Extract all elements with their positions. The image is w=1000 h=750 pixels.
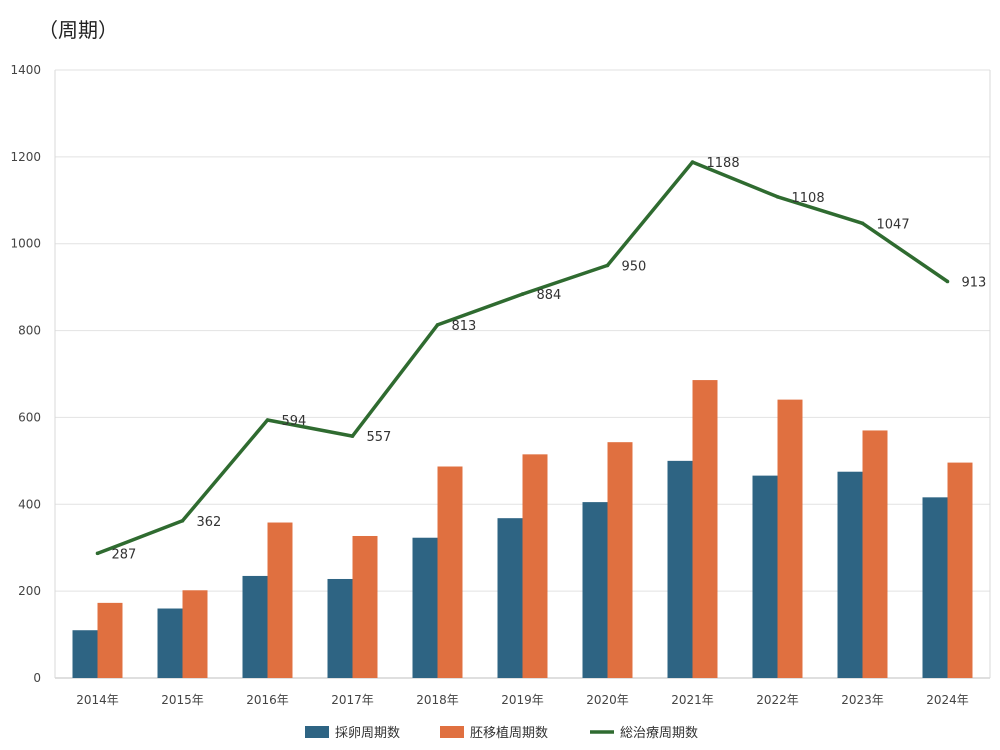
- bar-haiishoku-2019年: [522, 454, 548, 678]
- bar-haiishoku-2022年: [777, 399, 803, 678]
- x-tick-label: 2021年: [671, 693, 714, 707]
- line-point: [690, 160, 695, 164]
- x-tick-label: 2014年: [76, 693, 119, 707]
- data-label-total: 1188: [707, 156, 740, 171]
- data-label-total: 1108: [792, 191, 825, 206]
- bar-haiishoku-2018年: [437, 466, 463, 678]
- bar-haiishoku-2021年: [692, 380, 718, 678]
- x-tick-label: 2020年: [586, 693, 629, 707]
- line-point: [860, 221, 865, 226]
- y-tick-label: 400: [18, 497, 41, 511]
- x-tick-label: 2022年: [756, 693, 799, 707]
- x-tick-label: 2019年: [501, 693, 544, 707]
- legend-label-2: 総治療周期数: [620, 726, 698, 741]
- data-label-total: 557: [367, 430, 392, 445]
- y-tick-label: 200: [18, 584, 41, 598]
- x-tick-label: 2015年: [161, 693, 204, 707]
- bar-saiba-2020年: [582, 502, 608, 678]
- y-tick-label: 1000: [10, 237, 41, 251]
- bar-haiishoku-2016年: [267, 522, 293, 678]
- bar-haiishoku-2017年: [352, 535, 378, 678]
- bar-saiba-2019年: [497, 518, 523, 678]
- data-label-total: 813: [452, 319, 477, 334]
- bar-haiishoku-2015年: [182, 590, 208, 678]
- bar-saiba-2024年: [922, 497, 948, 678]
- bar-haiishoku-2014年: [97, 602, 123, 678]
- x-tick-label: 2016年: [246, 693, 289, 707]
- y-tick-label: 1400: [10, 63, 41, 77]
- line-point: [520, 292, 525, 296]
- legend-label-1: 胚移植周期数: [470, 726, 548, 741]
- bar-saiba-2014年: [72, 630, 98, 678]
- bar-haiishoku-2020年: [607, 442, 633, 678]
- bar-saiba-2022年: [752, 475, 778, 678]
- x-tick-label: 2023年: [841, 693, 884, 707]
- line-point: [945, 279, 950, 284]
- line-point: [95, 551, 100, 556]
- bar-saiba-2023年: [837, 471, 863, 678]
- line-point: [350, 434, 355, 438]
- legend-swatch-0: [305, 726, 329, 738]
- line-point: [265, 418, 270, 422]
- data-label-total: 362: [197, 515, 222, 530]
- legend-swatch-1: [440, 726, 464, 738]
- bar-saiba-2015年: [157, 608, 183, 678]
- line-point: [180, 518, 185, 523]
- data-label-total: 913: [962, 275, 987, 290]
- bar-saiba-2021年: [667, 460, 693, 678]
- x-tick-label: 2017年: [331, 693, 374, 707]
- y-tick-label: 1200: [10, 150, 41, 164]
- y-tick-label: 800: [18, 324, 41, 338]
- bar-saiba-2017年: [327, 578, 353, 678]
- data-label-total: 884: [537, 288, 562, 303]
- data-label-total: 287: [112, 547, 137, 562]
- x-tick-label: 2024年: [926, 693, 969, 707]
- data-label-total: 950: [622, 259, 647, 274]
- data-label-total: 1047: [877, 217, 910, 232]
- bar-haiishoku-2023年: [862, 430, 888, 678]
- line-point: [605, 263, 610, 268]
- y-tick-label: 0: [33, 671, 41, 685]
- bar-haiishoku-2024年: [947, 462, 973, 678]
- line-point: [775, 195, 780, 199]
- y-unit-label: （周期）: [38, 18, 118, 42]
- data-label-total: 594: [282, 414, 307, 429]
- legend-label-0: 採卵周期数: [335, 726, 400, 741]
- bar-saiba-2016年: [242, 575, 268, 678]
- line-point: [435, 323, 440, 327]
- bar-saiba-2018年: [412, 537, 438, 678]
- y-tick-label: 600: [18, 410, 41, 424]
- x-tick-label: 2018年: [416, 693, 459, 707]
